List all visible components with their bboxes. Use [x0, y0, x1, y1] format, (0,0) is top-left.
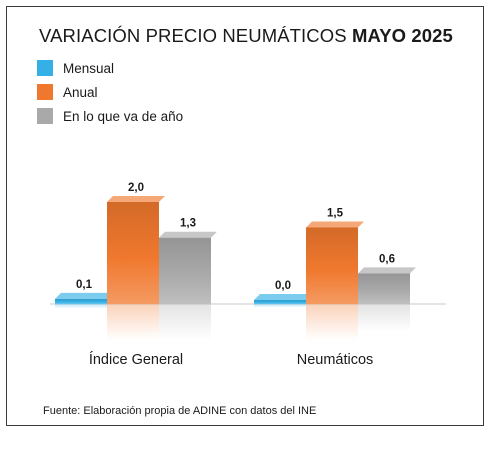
value-label-indice-general-en-lo-que-va-de-ano: 1,3	[180, 218, 196, 230]
bar-reflection-neumaticos-en-lo-que-va-de-ano	[358, 304, 410, 332]
value-label-indice-general-mensual: 0,1	[76, 279, 93, 291]
bar-reflection-indice-general-mensual	[55, 304, 107, 309]
category-label-indice-general: Índice General	[89, 351, 183, 368]
bar-top-indice-general-mensual	[55, 292, 113, 299]
chart-legend: Mensual Anual En lo que va de año	[37, 56, 183, 128]
legend-swatch-en-lo-que-va	[37, 108, 53, 124]
bar-top-neumaticos-en-lo-que-va-de-ano	[358, 267, 416, 274]
bar-reflection-indice-general-anual	[107, 304, 159, 340]
bar-neumaticos-anual	[306, 227, 358, 304]
chart-title-text: VARIACIÓN PRECIO NEUMÁTICOS	[39, 25, 347, 46]
bar-reflection-neumaticos-anual	[306, 304, 358, 340]
bar-neumaticos-mensual	[254, 300, 306, 304]
bar-reflection-indice-general-en-lo-que-va-de-ano	[159, 304, 211, 340]
bar-indice-general-anual	[107, 202, 159, 304]
value-label-neumaticos-anual: 1,5	[327, 208, 344, 220]
legend-label-mensual: Mensual	[63, 60, 115, 76]
source-note: Fuente: Elaboración propia de ADINE con …	[43, 405, 317, 417]
chart-frame: VARIACIÓN PRECIO NEUMÁTICOS MAYO 2025 Me…	[6, 6, 484, 426]
bar-top-indice-general-anual	[107, 196, 165, 202]
value-label-neumaticos-mensual: 0,0	[275, 280, 291, 292]
chart-title-bold: MAYO 2025	[351, 25, 453, 46]
category-label-neumaticos: Neumáticos	[297, 352, 374, 368]
legend-item-mensual: Mensual	[37, 56, 183, 80]
bar-top-neumaticos-mensual	[254, 294, 312, 300]
value-label-neumaticos-en-lo-que-va-de-ano: 0,6	[379, 253, 395, 265]
legend-swatch-mensual	[37, 60, 53, 76]
bar-neumaticos-en-lo-que-va-de-ano	[358, 273, 410, 304]
chart-title: VARIACIÓN PRECIO NEUMÁTICOS MAYO 2025	[7, 25, 485, 47]
bar-top-indice-general-en-lo-que-va-de-ano	[159, 231, 217, 238]
legend-label-anual: Anual	[63, 84, 98, 100]
legend-label-en-lo-que-va: En lo que va de año	[63, 108, 184, 124]
legend-swatch-anual	[37, 84, 53, 100]
legend-item-en-lo-que-va: En lo que va de año	[37, 104, 183, 128]
bar-indice-general-mensual	[55, 298, 107, 304]
bar-top-neumaticos-anual	[306, 221, 364, 228]
bar-reflection-neumaticos-mensual	[254, 304, 306, 308]
value-label-indice-general-anual: 2,0	[128, 182, 144, 194]
bar-indice-general-en-lo-que-va-de-ano	[159, 237, 211, 304]
legend-item-anual: Anual	[37, 80, 183, 104]
